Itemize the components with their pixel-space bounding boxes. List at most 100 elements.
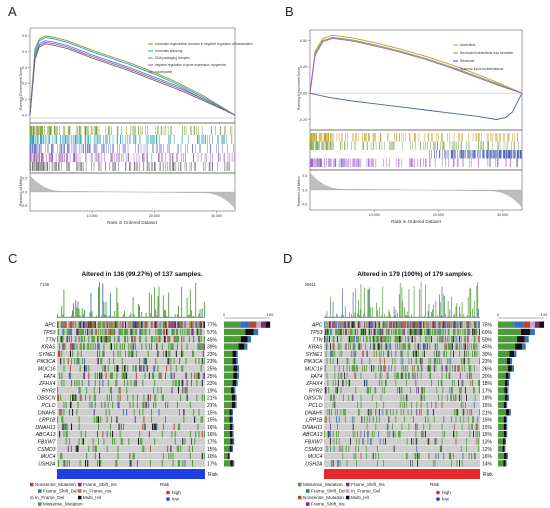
mutation-cell xyxy=(441,438,443,445)
mutation-cell xyxy=(181,335,183,343)
tmb-bar xyxy=(445,314,446,318)
mutation-cell xyxy=(64,460,66,467)
mutation-cell xyxy=(75,335,77,343)
ytick-label: 0.3 xyxy=(22,66,27,70)
side-bar-segment xyxy=(224,445,230,452)
mutation-cell xyxy=(373,430,375,438)
gene-label: LRP1B xyxy=(306,418,323,424)
mutation-cell xyxy=(455,343,457,350)
side-bar-segment xyxy=(233,387,236,394)
tmb-bar xyxy=(148,292,150,318)
mutation-cell xyxy=(131,328,133,336)
mutation-cell xyxy=(465,328,466,336)
mutation-cell xyxy=(412,416,414,423)
mutation-cell xyxy=(337,321,339,328)
tmb-bar xyxy=(382,286,384,318)
mutation-cell xyxy=(119,328,121,336)
mutation-cell xyxy=(143,445,145,453)
mutation-cell xyxy=(399,335,401,343)
mutation-cell xyxy=(372,335,374,343)
mutation-cell xyxy=(437,335,439,343)
mutation-cell xyxy=(98,438,100,445)
mutation-cell xyxy=(167,328,169,336)
mutation-cell xyxy=(114,335,116,343)
mutation-cell xyxy=(132,343,134,350)
mutation-cell xyxy=(108,335,110,343)
mutation-cell xyxy=(62,343,64,350)
mutation-cell xyxy=(198,372,200,380)
tmb-bar xyxy=(470,288,472,318)
mutation-cell xyxy=(446,365,447,372)
mutation-cell xyxy=(344,372,345,380)
mutation-cell xyxy=(114,438,116,445)
tmb-bar xyxy=(139,305,140,318)
mutation-cell xyxy=(370,335,371,343)
tmb-bar xyxy=(142,316,144,318)
oncoplot-d-matrix xyxy=(324,321,480,467)
mutation-cell xyxy=(361,328,363,336)
mutation-cell xyxy=(135,321,137,328)
mutation-cell xyxy=(405,372,406,380)
mutation-cell xyxy=(357,321,358,328)
gene-percent: 10% xyxy=(207,454,218,460)
oncoplot-panel-c: C Altered in 136 (99.27%) of 137 samples… xyxy=(8,251,274,507)
mutation-cell xyxy=(193,408,195,416)
mutation-cell xyxy=(104,365,106,372)
side-bar-segment xyxy=(498,328,521,336)
mutation-cell xyxy=(140,321,142,328)
tmb-bar xyxy=(451,296,452,318)
tmb-bar xyxy=(379,316,381,318)
mutation-cell xyxy=(198,335,200,343)
mutation-cell xyxy=(89,394,91,401)
mutation-cell xyxy=(116,372,118,380)
mutation-cell xyxy=(412,321,414,328)
mutation-cell xyxy=(334,365,336,372)
mutation-cell xyxy=(402,328,404,336)
side-bar-segment xyxy=(509,409,511,416)
mutation-cell xyxy=(73,321,75,328)
mutation-cell xyxy=(377,343,378,350)
tmb-bar xyxy=(444,295,445,318)
side-bar-segment xyxy=(224,350,233,357)
tmb-bar xyxy=(466,316,467,318)
tmb-bar xyxy=(459,313,461,318)
tmb-bar xyxy=(381,315,383,318)
mutation-cell xyxy=(466,328,468,336)
mutation-cell xyxy=(330,328,331,336)
tmb-bar xyxy=(345,316,347,318)
mutation-cell xyxy=(172,328,174,336)
mutation-cell xyxy=(375,372,377,380)
mutation-cell xyxy=(335,387,337,394)
mutation-cell xyxy=(352,430,354,438)
mutation-cell xyxy=(79,387,81,394)
mutation-cell xyxy=(60,335,62,343)
tmb-bar xyxy=(452,316,453,318)
gene-percent: 16% xyxy=(482,454,493,460)
tmb-bar xyxy=(111,316,112,318)
side-bar-segment xyxy=(224,387,232,394)
mutation-cell xyxy=(139,321,141,328)
mutation-cell xyxy=(152,423,154,431)
mutation-cell xyxy=(451,416,453,423)
mutation-cell xyxy=(410,321,412,328)
gsea-b-bottom-ylabel: Ranked List Metric xyxy=(297,176,301,206)
mutation-cell xyxy=(169,350,171,358)
mutation-cell xyxy=(145,321,147,328)
mutation-cell xyxy=(107,379,109,387)
tmb-bar xyxy=(198,313,200,318)
side-bar-segment xyxy=(517,336,525,343)
mutation-cell xyxy=(68,408,70,416)
mutation-cell xyxy=(457,343,459,350)
tmb-bar xyxy=(341,314,343,318)
oncoplot-c-tmb-bars: 7138 xyxy=(40,282,205,318)
mutation-cell xyxy=(394,321,396,328)
mutation-cell xyxy=(173,321,175,328)
mutation-cell xyxy=(75,394,77,401)
mutation-cell xyxy=(478,379,480,387)
mutation-cell xyxy=(87,321,89,328)
mutation-cell xyxy=(157,365,159,372)
mutation-cell xyxy=(154,365,156,372)
mutation-cell xyxy=(143,401,145,409)
mutation-cell xyxy=(395,343,397,350)
mutation-cell xyxy=(360,328,362,336)
